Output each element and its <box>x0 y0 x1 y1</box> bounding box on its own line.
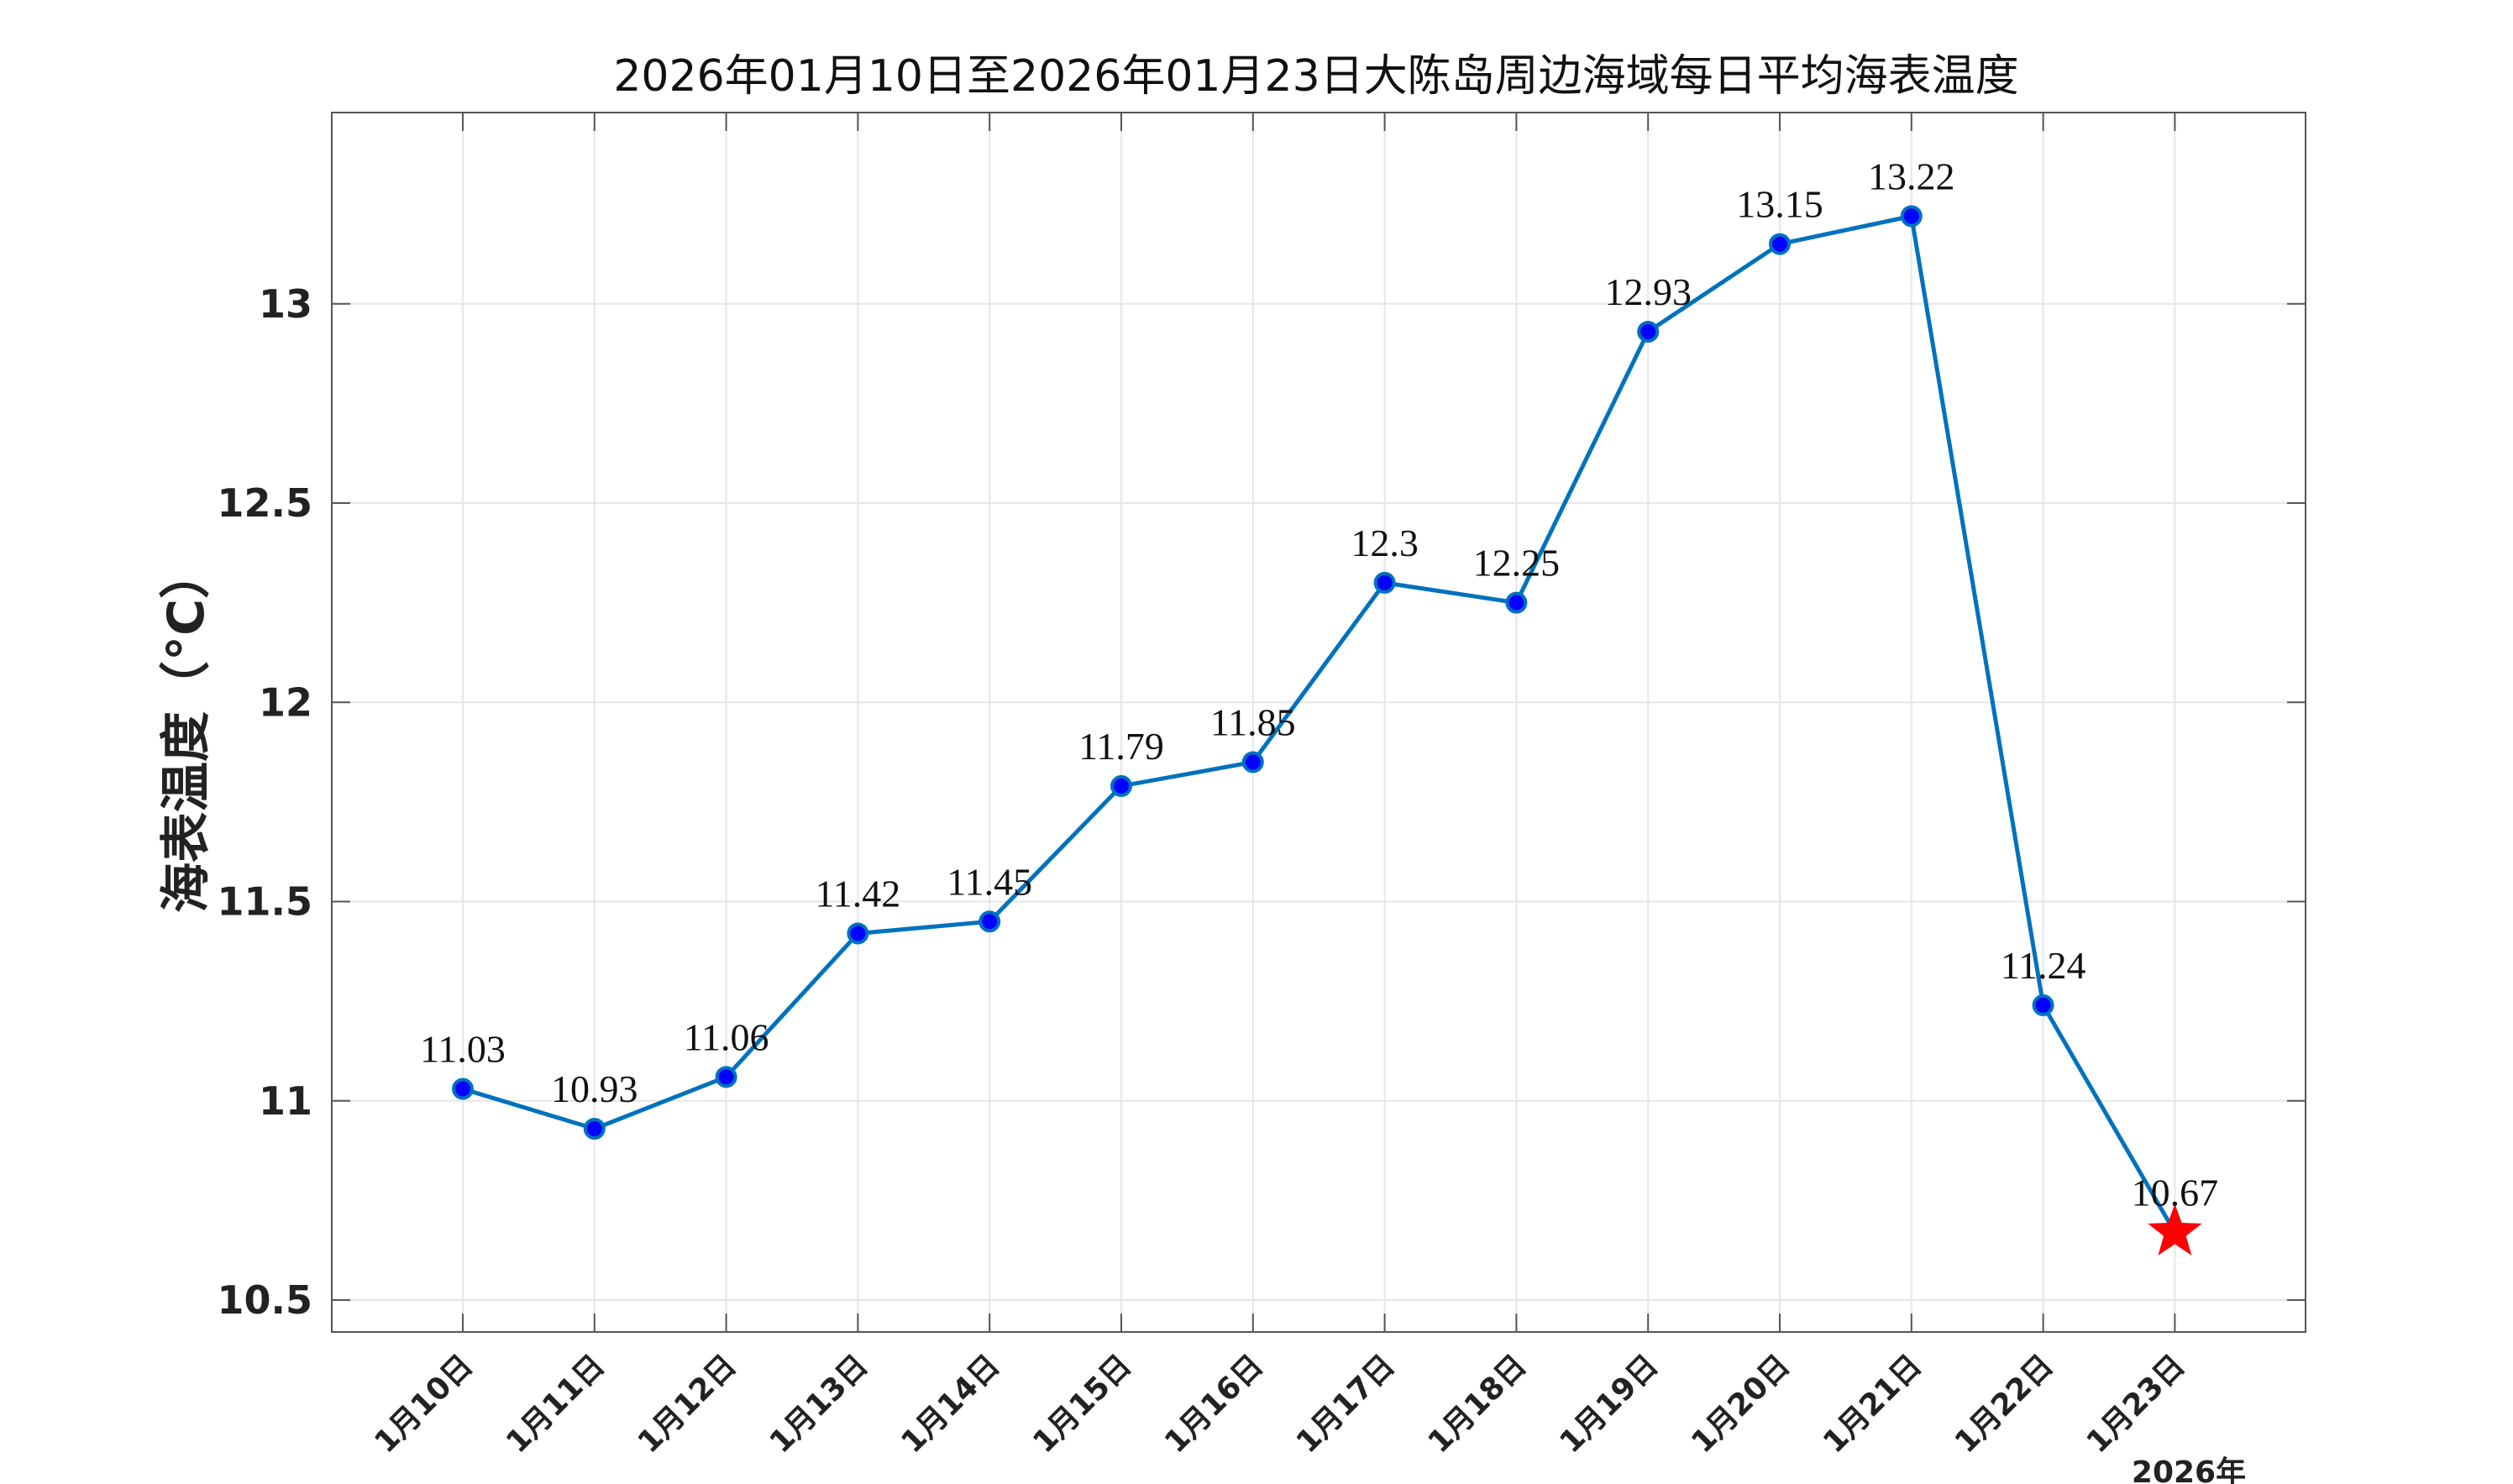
x-tick-label: 1月13日 <box>763 1348 875 1460</box>
grid-lines <box>332 113 2306 1332</box>
data-label: 11.45 <box>947 860 1032 903</box>
data-point <box>1900 205 1923 228</box>
x-tick-label: 1月18日 <box>1422 1348 1534 1460</box>
data-point <box>978 910 1001 933</box>
data-point <box>1637 320 1660 343</box>
data-label: 10.93 <box>551 1067 638 1110</box>
data-point <box>1373 571 1396 594</box>
x-axis-year-label: 2026年 <box>2132 1455 2246 1484</box>
data-label: 13.22 <box>1868 155 1955 197</box>
y-axis-label: 海表温度（°C） <box>157 548 216 913</box>
x-tick-label: 1月19日 <box>1554 1348 1666 1460</box>
x-tick-label: 1月14日 <box>895 1348 1007 1460</box>
y-tick-label: 12.5 <box>218 480 313 526</box>
data-point <box>715 1066 737 1088</box>
x-tick-label: 1月22日 <box>1949 1348 2060 1460</box>
y-tick-label: 10.5 <box>218 1277 313 1323</box>
x-tick-label: 1月15日 <box>1026 1348 1138 1460</box>
x-tick-label: 1月20日 <box>1685 1348 1797 1460</box>
y-tick-label: 13 <box>259 281 312 327</box>
data-label: 11.79 <box>1078 725 1164 768</box>
data-markers <box>452 205 2202 1256</box>
data-point <box>1241 751 1264 773</box>
data-point <box>1505 591 1528 614</box>
x-tick-label: 1月11日 <box>500 1348 611 1460</box>
data-point-star <box>2148 1203 2202 1256</box>
data-label: 13.15 <box>1736 183 1823 226</box>
data-label: 11.24 <box>2001 944 2086 987</box>
data-label: 11.03 <box>420 1028 506 1071</box>
data-labels: 11.03 10.93 11.06 11.42 11.45 11.79 11.85 12.3 1… <box>420 155 2218 1214</box>
x-tick-label: 1月12日 <box>632 1348 743 1460</box>
data-label: 11.42 <box>816 872 901 915</box>
x-tick-label: 1月17日 <box>1290 1348 1402 1460</box>
data-label: 12.25 <box>1473 542 1561 585</box>
plot-area <box>332 113 2306 1332</box>
data-label: 10.67 <box>2132 1171 2219 1214</box>
data-label: 11.06 <box>684 1015 769 1058</box>
y-axis-ticks: 10.5 11 11.5 12 12.5 13 <box>218 281 2306 1323</box>
x-tick-label: 1月23日 <box>2080 1348 2192 1460</box>
data-point <box>452 1078 474 1100</box>
data-label: 12.3 <box>1351 522 1419 564</box>
x-tick-label: 1月16日 <box>1158 1348 1270 1460</box>
x-tick-label: 1月10日 <box>368 1348 480 1460</box>
y-tick-label: 12 <box>259 679 312 725</box>
data-point <box>1769 233 1791 255</box>
data-point <box>1110 774 1132 797</box>
y-tick-label: 11.5 <box>218 879 313 925</box>
data-point <box>847 922 869 945</box>
x-tick-label: 1月21日 <box>1817 1348 1928 1460</box>
data-point <box>583 1118 606 1140</box>
data-label: 12.93 <box>1604 270 1692 313</box>
y-tick-label: 11 <box>259 1078 312 1124</box>
data-label: 11.85 <box>1210 700 1296 743</box>
data-point <box>2032 994 2054 1016</box>
plot-frame <box>331 112 2306 1333</box>
chart-title: 2026年01月10日至2026年01月23日大陈岛周边海域每日平均海表温度 <box>613 51 2018 102</box>
series-line <box>462 213 2177 1234</box>
